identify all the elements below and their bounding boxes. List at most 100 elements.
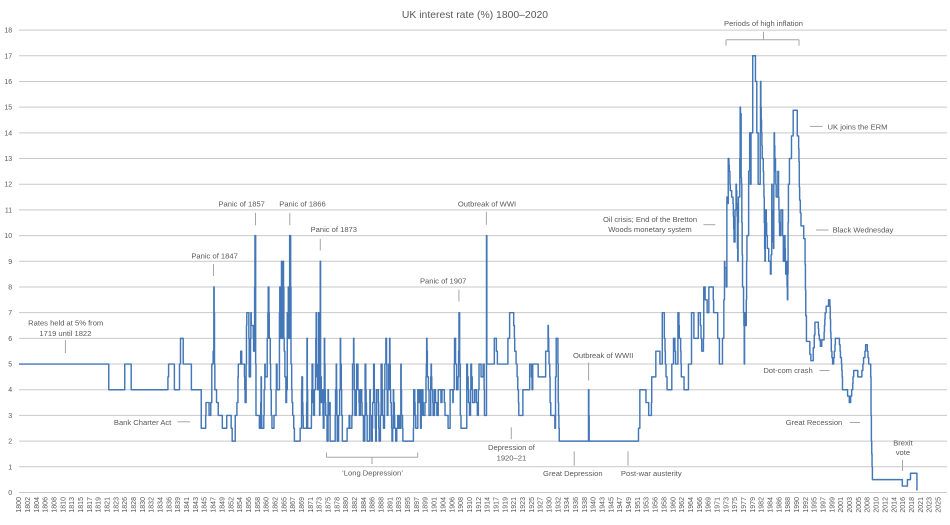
svg-text:Bank Charter Act: Bank Charter Act	[114, 418, 172, 427]
svg-text:2012: 2012	[882, 497, 889, 513]
svg-text:1912: 1912	[476, 497, 483, 513]
svg-text:1986: 1986	[776, 497, 783, 513]
svg-text:1971: 1971	[714, 497, 721, 513]
svg-text:1865: 1865	[281, 497, 288, 513]
svg-text:1964: 1964	[688, 497, 695, 513]
svg-text:4: 4	[8, 387, 12, 394]
svg-text:1882: 1882	[352, 497, 359, 513]
svg-text:Panic of 1857: Panic of 1857	[218, 200, 264, 209]
svg-text:1977: 1977	[741, 497, 748, 513]
svg-text:1908: 1908	[458, 497, 465, 513]
svg-text:1979: 1979	[750, 497, 757, 513]
svg-text:2023: 2023	[927, 497, 934, 513]
svg-text:1936: 1936	[573, 497, 580, 513]
svg-text:1901: 1901	[432, 497, 439, 513]
svg-text:1982: 1982	[759, 497, 766, 513]
svg-text:12: 12	[4, 182, 12, 189]
svg-text:1910: 1910	[467, 497, 474, 513]
svg-text:3: 3	[8, 413, 12, 420]
svg-text:1871: 1871	[308, 497, 315, 513]
svg-text:1914: 1914	[485, 497, 492, 513]
svg-text:UK joins the ERM: UK joins the ERM	[828, 123, 888, 132]
svg-text:1953: 1953	[644, 497, 651, 513]
svg-text:1888: 1888	[379, 497, 386, 513]
svg-text:Great Depression: Great Depression	[543, 469, 603, 478]
svg-text:10: 10	[4, 233, 12, 240]
svg-text:1951: 1951	[635, 497, 642, 513]
svg-text:1854: 1854	[237, 497, 244, 513]
svg-text:2016: 2016	[900, 497, 907, 513]
svg-text:1836: 1836	[166, 497, 173, 513]
svg-text:1956: 1956	[653, 497, 660, 513]
svg-text:1826: 1826	[122, 497, 129, 513]
svg-text:1880: 1880	[343, 497, 350, 513]
svg-text:1917: 1917	[493, 497, 500, 513]
svg-text:1886: 1886	[370, 497, 377, 513]
svg-text:1943: 1943	[600, 497, 607, 513]
svg-text:Dot-com crash: Dot-com crash	[763, 366, 812, 375]
svg-text:1808: 1808	[51, 497, 58, 513]
svg-text:1930: 1930	[547, 497, 554, 513]
svg-text:1810: 1810	[60, 497, 67, 513]
svg-text:1938: 1938	[582, 497, 589, 513]
svg-text:15: 15	[4, 105, 12, 112]
svg-text:16: 16	[4, 79, 12, 86]
svg-text:1891: 1891	[387, 497, 394, 513]
svg-text:Panic of 1847: Panic of 1847	[191, 251, 237, 260]
svg-text:1906: 1906	[449, 497, 456, 513]
svg-text:2021: 2021	[918, 497, 925, 513]
svg-text:2001: 2001	[838, 497, 845, 513]
svg-text:1945: 1945	[608, 497, 615, 513]
svg-text:8: 8	[8, 284, 12, 291]
svg-text:1832: 1832	[149, 497, 156, 513]
svg-text:Periods of high inflation: Periods of high inflation	[724, 19, 803, 28]
svg-text:Rates held at 5% from: Rates held at 5% from	[28, 318, 103, 327]
svg-text:1984: 1984	[768, 497, 775, 513]
svg-text:1919: 1919	[502, 497, 509, 513]
svg-text:7: 7	[8, 310, 12, 317]
svg-text:1849: 1849	[219, 497, 226, 513]
svg-text:1925: 1925	[529, 497, 536, 513]
svg-text:1830: 1830	[140, 497, 147, 513]
svg-text:Woods monetary system: Woods monetary system	[608, 225, 691, 234]
svg-text:1804: 1804	[34, 497, 41, 513]
svg-text:1895: 1895	[405, 497, 412, 513]
svg-text:1841: 1841	[184, 497, 191, 513]
svg-text:1823: 1823	[113, 497, 120, 513]
svg-text:2005: 2005	[856, 497, 863, 513]
svg-text:1821: 1821	[105, 497, 112, 513]
svg-text:Depression of: Depression of	[488, 443, 536, 452]
svg-text:6: 6	[8, 336, 12, 343]
svg-text:1949: 1949	[626, 497, 633, 513]
svg-text:1962: 1962	[679, 497, 686, 513]
svg-text:1923: 1923	[520, 497, 527, 513]
svg-text:1999: 1999	[829, 497, 836, 513]
svg-text:1867: 1867	[290, 497, 297, 513]
svg-text:1932: 1932	[555, 497, 562, 513]
svg-text:1856: 1856	[246, 497, 253, 513]
svg-text:1921: 1921	[511, 497, 518, 513]
svg-text:1960: 1960	[670, 497, 677, 513]
svg-text:Oil crisis; End of the Bretton: Oil crisis; End of the Bretton	[603, 215, 697, 224]
svg-text:1878: 1878	[334, 497, 341, 513]
svg-text:2010: 2010	[874, 497, 881, 513]
svg-text:Brexit: Brexit	[893, 438, 913, 447]
svg-text:1973: 1973	[723, 497, 730, 513]
svg-text:11: 11	[5, 207, 12, 214]
svg-text:1834: 1834	[158, 497, 165, 513]
svg-text:1958: 1958	[661, 497, 668, 513]
svg-text:1897: 1897	[414, 497, 421, 513]
svg-text:1847: 1847	[211, 497, 218, 513]
svg-text:1899: 1899	[423, 497, 430, 513]
svg-text:2014: 2014	[891, 497, 898, 513]
svg-text:1893: 1893	[396, 497, 403, 513]
svg-text:Panic of 1873: Panic of 1873	[311, 225, 357, 234]
svg-text:1940: 1940	[591, 497, 598, 513]
svg-text:Outbreak of WWI: Outbreak of WWI	[458, 200, 516, 209]
svg-text:1817: 1817	[87, 497, 94, 513]
svg-text:Post-war austerity: Post-war austerity	[621, 469, 682, 478]
svg-text:1997: 1997	[821, 497, 828, 513]
svg-text:1813: 1813	[69, 497, 76, 513]
svg-text:0: 0	[8, 490, 12, 497]
svg-text:vote: vote	[896, 448, 910, 457]
